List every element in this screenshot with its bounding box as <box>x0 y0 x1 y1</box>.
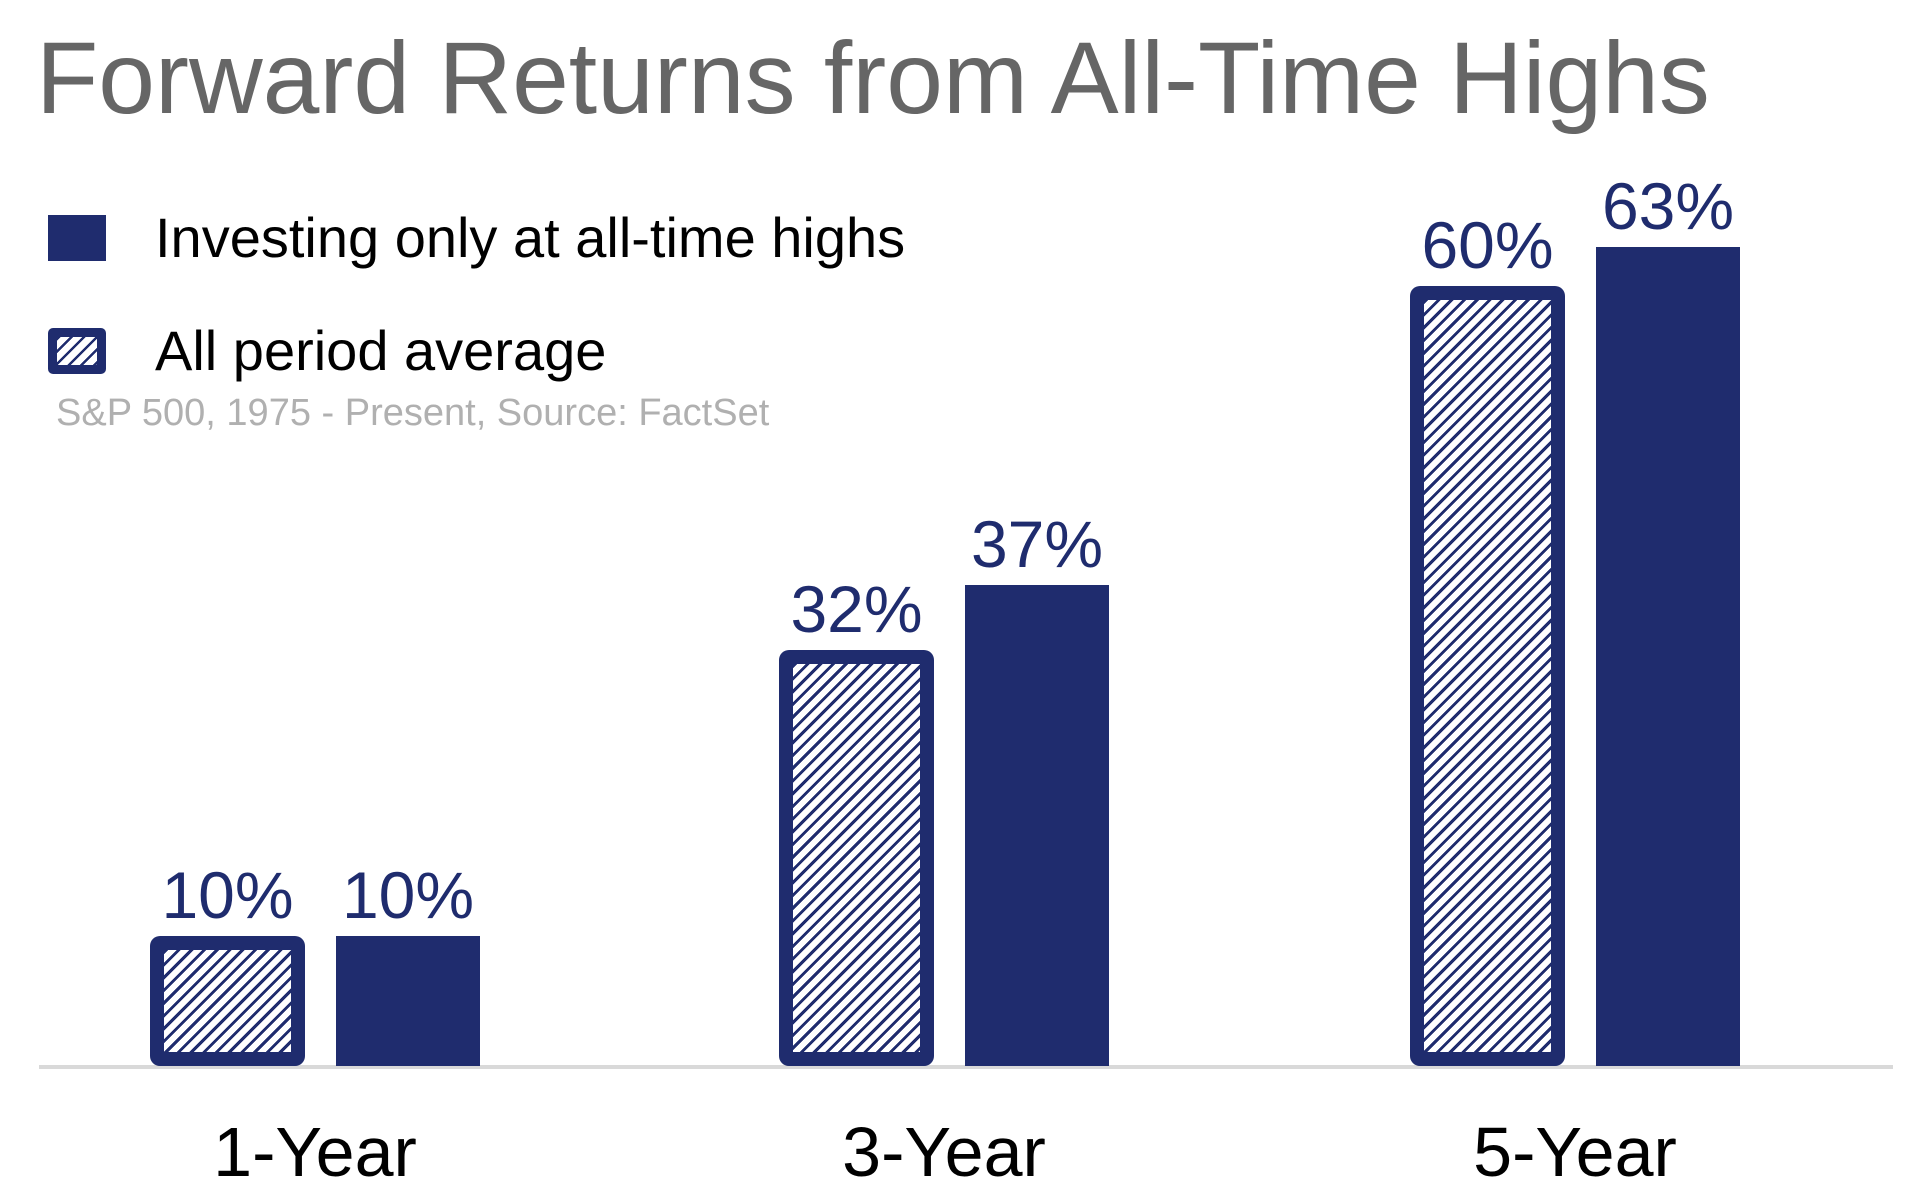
hatched-bar <box>779 650 934 1066</box>
source-subtitle: S&P 500, 1975 - Present, Source: FactSet <box>56 392 770 434</box>
legend-swatch-hatched-icon <box>48 327 106 374</box>
value-label: 32% <box>790 572 923 646</box>
bar-unit: 37% <box>965 511 1109 1066</box>
hatched-bar <box>150 936 305 1066</box>
legend-swatch-solid-icon <box>48 214 106 261</box>
category-label: 5-Year <box>1473 1113 1677 1191</box>
value-label: 37% <box>970 507 1104 581</box>
bar-group-3-year: 32% 37% <box>779 511 1109 1066</box>
x-axis-line <box>39 1065 1893 1069</box>
value-label: 10% <box>161 858 294 932</box>
legend-label: Investing only at all-time highs <box>155 206 906 269</box>
category-label: 1-Year <box>213 1113 417 1191</box>
bar-group-5-year: 60% 63% <box>1410 173 1740 1066</box>
solid-bar <box>965 585 1109 1066</box>
hatched-bar <box>1410 286 1565 1066</box>
value-label: 60% <box>1421 208 1554 282</box>
solid-bar <box>336 936 480 1066</box>
value-label: 63% <box>1601 169 1735 243</box>
legend-label: All period average <box>155 319 607 382</box>
legend: Investing only at all-time highs All per… <box>48 205 905 431</box>
bar-unit: 10% <box>336 862 480 1066</box>
category-label: 3-Year <box>842 1113 1046 1191</box>
bar-unit: 60% <box>1410 212 1565 1066</box>
value-label: 10% <box>341 858 475 932</box>
bar-unit: 10% <box>150 862 305 1066</box>
bar-group-1-year: 10% 10% <box>150 862 480 1066</box>
legend-item-all-time-highs: Investing only at all-time highs <box>48 205 905 270</box>
solid-bar <box>1596 247 1740 1066</box>
bar-unit: 32% <box>779 576 934 1066</box>
bar-unit: 63% <box>1596 173 1740 1066</box>
legend-item-all-period-average: All period average <box>48 318 905 383</box>
page-title: Forward Returns from All-Time Highs <box>36 21 1710 135</box>
